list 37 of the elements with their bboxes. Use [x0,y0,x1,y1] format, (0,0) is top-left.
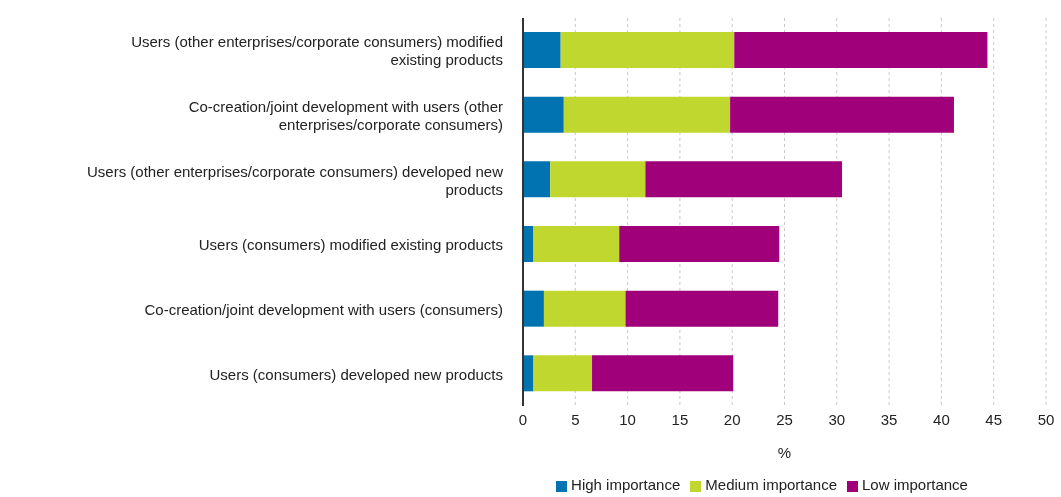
x-tick-label: 40 [933,410,950,428]
bar [523,32,561,68]
bar [625,290,779,327]
bar [560,32,735,68]
bar [592,355,734,392]
y-tick-label: Co-creation/joint development with users (consumers) [144,300,503,318]
bar [734,32,988,68]
x-axis-title: % [777,444,792,461]
x-tick-label: 25 [776,410,793,428]
bar [523,290,544,327]
y-tick-label: Users (other enterprises/corporate consumers) modified existing products [131,32,503,68]
x-tick-label: 5 [571,410,580,428]
y-tick-label: Users (consumers) modified existing products [198,235,503,253]
x-tick-label: 10 [619,410,636,428]
bar [645,161,843,198]
bar [730,96,954,133]
bar [550,161,646,198]
legend-label: Low importance [862,476,968,493]
bar [533,226,620,262]
bar [533,355,593,392]
y-tick-label: Users (other enterprises/corporate consumers) developed new products [86,162,504,198]
y-tick-label: Users (consumers) developed new products [209,365,503,383]
x-tick-label: 30 [828,410,846,428]
legend-label: High importance [571,476,681,493]
x-tick-label: 0 [518,410,528,428]
x-tick-label: 50 [1037,410,1055,428]
bar [563,96,731,133]
x-tick-label: 45 [985,410,1003,428]
x-tick-label: 20 [723,410,741,428]
x-tick-label: 35 [880,410,898,428]
y-tick-label: Co-creation/joint development with users (other enterprises/corporate consumers) [188,97,503,133]
bar [523,96,564,133]
bar [619,226,780,262]
bar [523,161,551,198]
legend-label: Medium importance [705,476,838,493]
x-tick-label: 15 [671,410,689,428]
bar [543,290,626,327]
